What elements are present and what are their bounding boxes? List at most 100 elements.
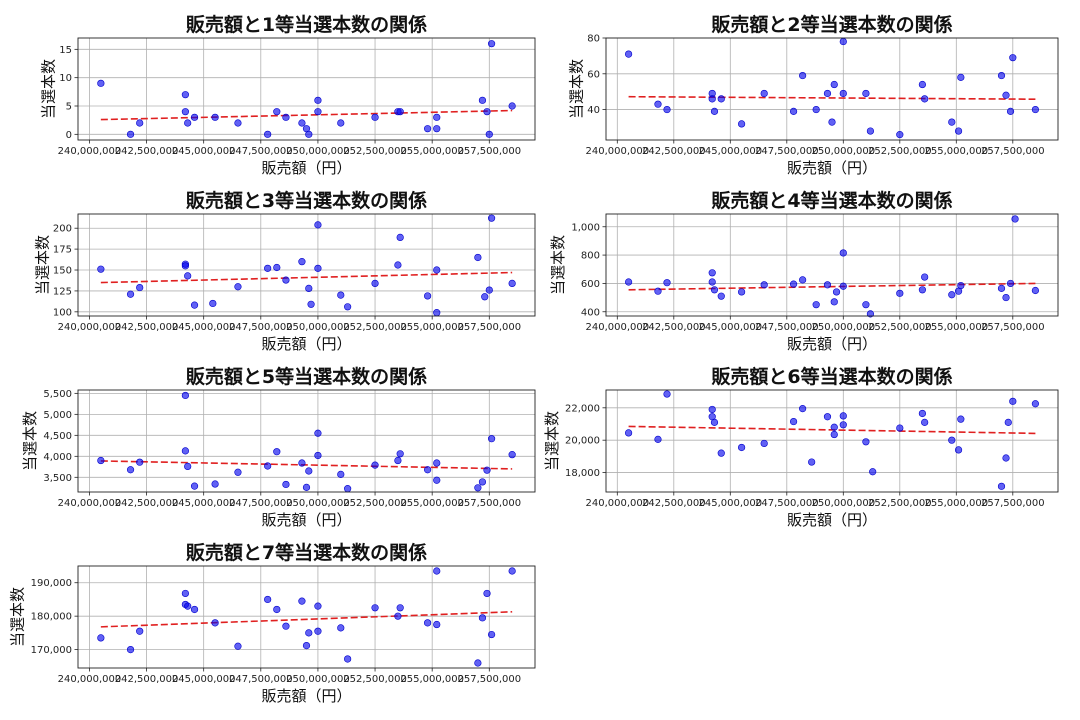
chart-title: 販売額と7等当選本数の関係 <box>186 541 427 564</box>
data-point <box>760 281 768 289</box>
data-point <box>136 458 144 466</box>
data-point <box>126 646 135 654</box>
data-point <box>1031 400 1039 408</box>
data-point <box>866 310 875 318</box>
y-tick-label: 180,000 <box>31 612 72 623</box>
data-point <box>483 466 491 474</box>
trend-line <box>100 460 513 470</box>
data-point <box>305 467 313 475</box>
data-point <box>948 118 956 126</box>
data-point <box>184 462 192 470</box>
chart-title: 販売額と1等当選本数の関係 <box>186 13 427 36</box>
data-point <box>1002 454 1010 462</box>
data-point <box>485 130 493 138</box>
data-point <box>396 233 404 242</box>
data-point <box>126 130 135 138</box>
data-point <box>424 466 432 474</box>
data-point <box>896 131 904 139</box>
trend-line <box>628 282 1036 291</box>
y-axis-label: 当選本数 <box>543 411 561 471</box>
trend-line <box>100 271 513 284</box>
data-point <box>823 89 832 98</box>
x-tick-label: 247,500,000 <box>755 146 819 157</box>
data-point <box>948 291 956 299</box>
data-point <box>433 266 441 274</box>
data-point <box>954 446 963 454</box>
x-tick-label: 250,000,000 <box>286 498 350 509</box>
data-point <box>273 263 281 272</box>
data-point <box>136 119 144 127</box>
data-point <box>918 80 927 89</box>
data-point <box>190 482 199 490</box>
data-point <box>737 288 746 296</box>
data-point <box>282 480 290 489</box>
y-axis-label: 当選本数 <box>33 235 51 295</box>
data-point <box>710 107 719 115</box>
data-point <box>396 108 404 116</box>
data-point <box>839 37 847 46</box>
y-tick-label: 40 <box>587 105 600 116</box>
data-point <box>654 435 662 443</box>
data-point <box>314 264 322 272</box>
data-point <box>209 299 217 308</box>
data-point <box>264 462 272 470</box>
y-tick-label: 18,000 <box>565 468 600 479</box>
data-point <box>663 279 671 287</box>
y-axis-label: 当選本数 <box>568 59 586 119</box>
data-point <box>184 272 192 280</box>
data-point <box>396 604 404 612</box>
plot-frame <box>77 565 536 669</box>
data-point <box>948 436 956 444</box>
x-tick-label: 255,000,000 <box>400 498 464 509</box>
data-point <box>394 456 402 465</box>
chart-panel-5: 240,000,000242,500,000245,000,000247,500… <box>21 365 536 529</box>
data-point <box>717 95 725 103</box>
data-point <box>1002 91 1010 99</box>
y-tick-label: 22,000 <box>565 403 600 414</box>
y-tick-label: 190,000 <box>31 578 72 589</box>
chart-panel-7: 240,000,000242,500,000245,000,000247,500… <box>9 541 536 705</box>
x-tick-label: 247,500,000 <box>229 498 293 509</box>
chart-title: 販売額と4等当選本数の関係 <box>711 189 952 212</box>
data-point <box>921 418 929 426</box>
data-point <box>478 614 487 622</box>
data-point <box>1004 418 1012 426</box>
y-tick-label: 10 <box>59 73 72 84</box>
x-axis-label: 販売額（円） <box>261 335 351 353</box>
data-point <box>433 309 441 317</box>
x-tick-label: 242,500,000 <box>115 674 179 685</box>
data-point <box>181 447 189 455</box>
data-point <box>314 602 322 610</box>
y-axis-label: 当選本数 <box>21 411 39 471</box>
data-point <box>264 264 272 272</box>
data-point <box>181 589 189 598</box>
data-point <box>483 589 491 598</box>
data-point <box>234 119 242 127</box>
x-tick-label: 250,000,000 <box>811 498 875 509</box>
data-point <box>394 612 402 620</box>
data-point <box>830 80 838 89</box>
data-point <box>710 286 719 294</box>
x-axis-label: 販売額（円） <box>787 159 877 177</box>
data-point <box>305 629 313 637</box>
x-tick-label: 257,500,000 <box>457 674 521 685</box>
plot-frame <box>77 389 536 493</box>
data-point <box>508 567 516 575</box>
x-tick-label: 255,000,000 <box>400 322 464 333</box>
data-point <box>708 269 716 277</box>
x-tick-label: 252,500,000 <box>343 146 407 157</box>
data-point <box>799 405 807 413</box>
data-point <box>190 301 199 309</box>
data-point <box>654 100 662 108</box>
x-tick-label: 247,500,000 <box>755 498 819 509</box>
data-point <box>487 214 496 222</box>
chart-title: 販売額と2等当選本数の関係 <box>711 13 952 36</box>
data-point <box>424 619 432 627</box>
data-point <box>487 630 496 639</box>
data-point <box>97 456 105 465</box>
data-point <box>830 430 838 439</box>
data-point <box>314 451 322 460</box>
x-tick-label: 257,500,000 <box>457 498 521 509</box>
x-tick-label: 257,500,000 <box>457 322 521 333</box>
x-tick-label: 245,000,000 <box>172 322 236 333</box>
